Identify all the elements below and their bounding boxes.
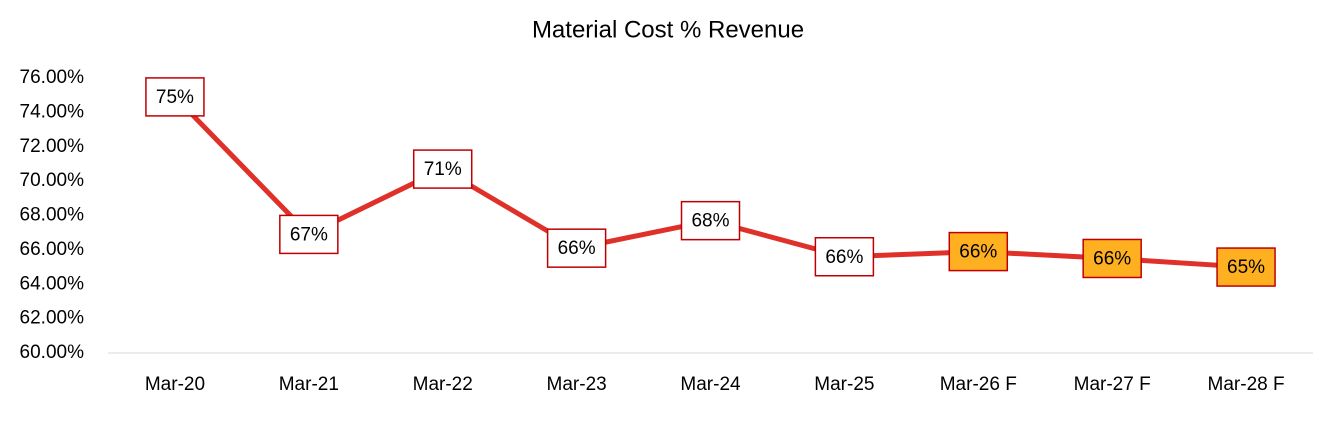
data-label-box (412, 149, 473, 189)
data-label: 66% (825, 247, 863, 268)
x-tick-label: Mar-28 F (1208, 374, 1285, 395)
data-label: 68% (691, 211, 729, 232)
y-tick-label: 72.00% (20, 136, 85, 157)
x-tick-label: Mar-25 (814, 374, 874, 395)
y-tick-label: 64.00% (20, 273, 85, 294)
x-tick-label: Mar-24 (680, 374, 741, 395)
y-tick-label: 62.00% (20, 308, 85, 329)
data-label-box (1082, 238, 1142, 279)
data-label: 66% (558, 238, 596, 259)
data-label-box (814, 237, 875, 277)
data-label: 67% (290, 224, 328, 245)
data-label: 75% (156, 87, 194, 108)
data-label-box (948, 231, 1009, 272)
x-tick-label: Mar-26 F (940, 374, 1017, 395)
x-tick-label: Mar-27 F (1074, 374, 1151, 395)
x-tick-label: Mar-21 (279, 374, 339, 395)
y-tick-label: 74.00% (20, 101, 85, 122)
x-tick-label: Mar-23 (547, 374, 607, 395)
data-label: 65% (1227, 257, 1265, 278)
y-tick-label: 60.00% (20, 342, 85, 363)
data-label: 71% (424, 159, 462, 180)
data-label-box (279, 214, 339, 255)
y-tick-label: 66.00% (20, 239, 85, 260)
x-tick-label: Mar-20 (145, 374, 205, 395)
chart-title: Material Cost % Revenue (532, 16, 804, 43)
data-label-box (145, 77, 205, 117)
data-label-box (1216, 247, 1276, 287)
y-tick-label: 76.00% (20, 67, 85, 88)
data-label: 66% (959, 242, 997, 263)
data-label-box (546, 228, 607, 268)
y-tick-label: 70.00% (20, 170, 85, 191)
data-label: 66% (1093, 248, 1131, 269)
y-tick-label: 68.00% (20, 205, 85, 226)
x-tick-label: Mar-22 (413, 374, 473, 395)
data-label-box (680, 200, 741, 241)
